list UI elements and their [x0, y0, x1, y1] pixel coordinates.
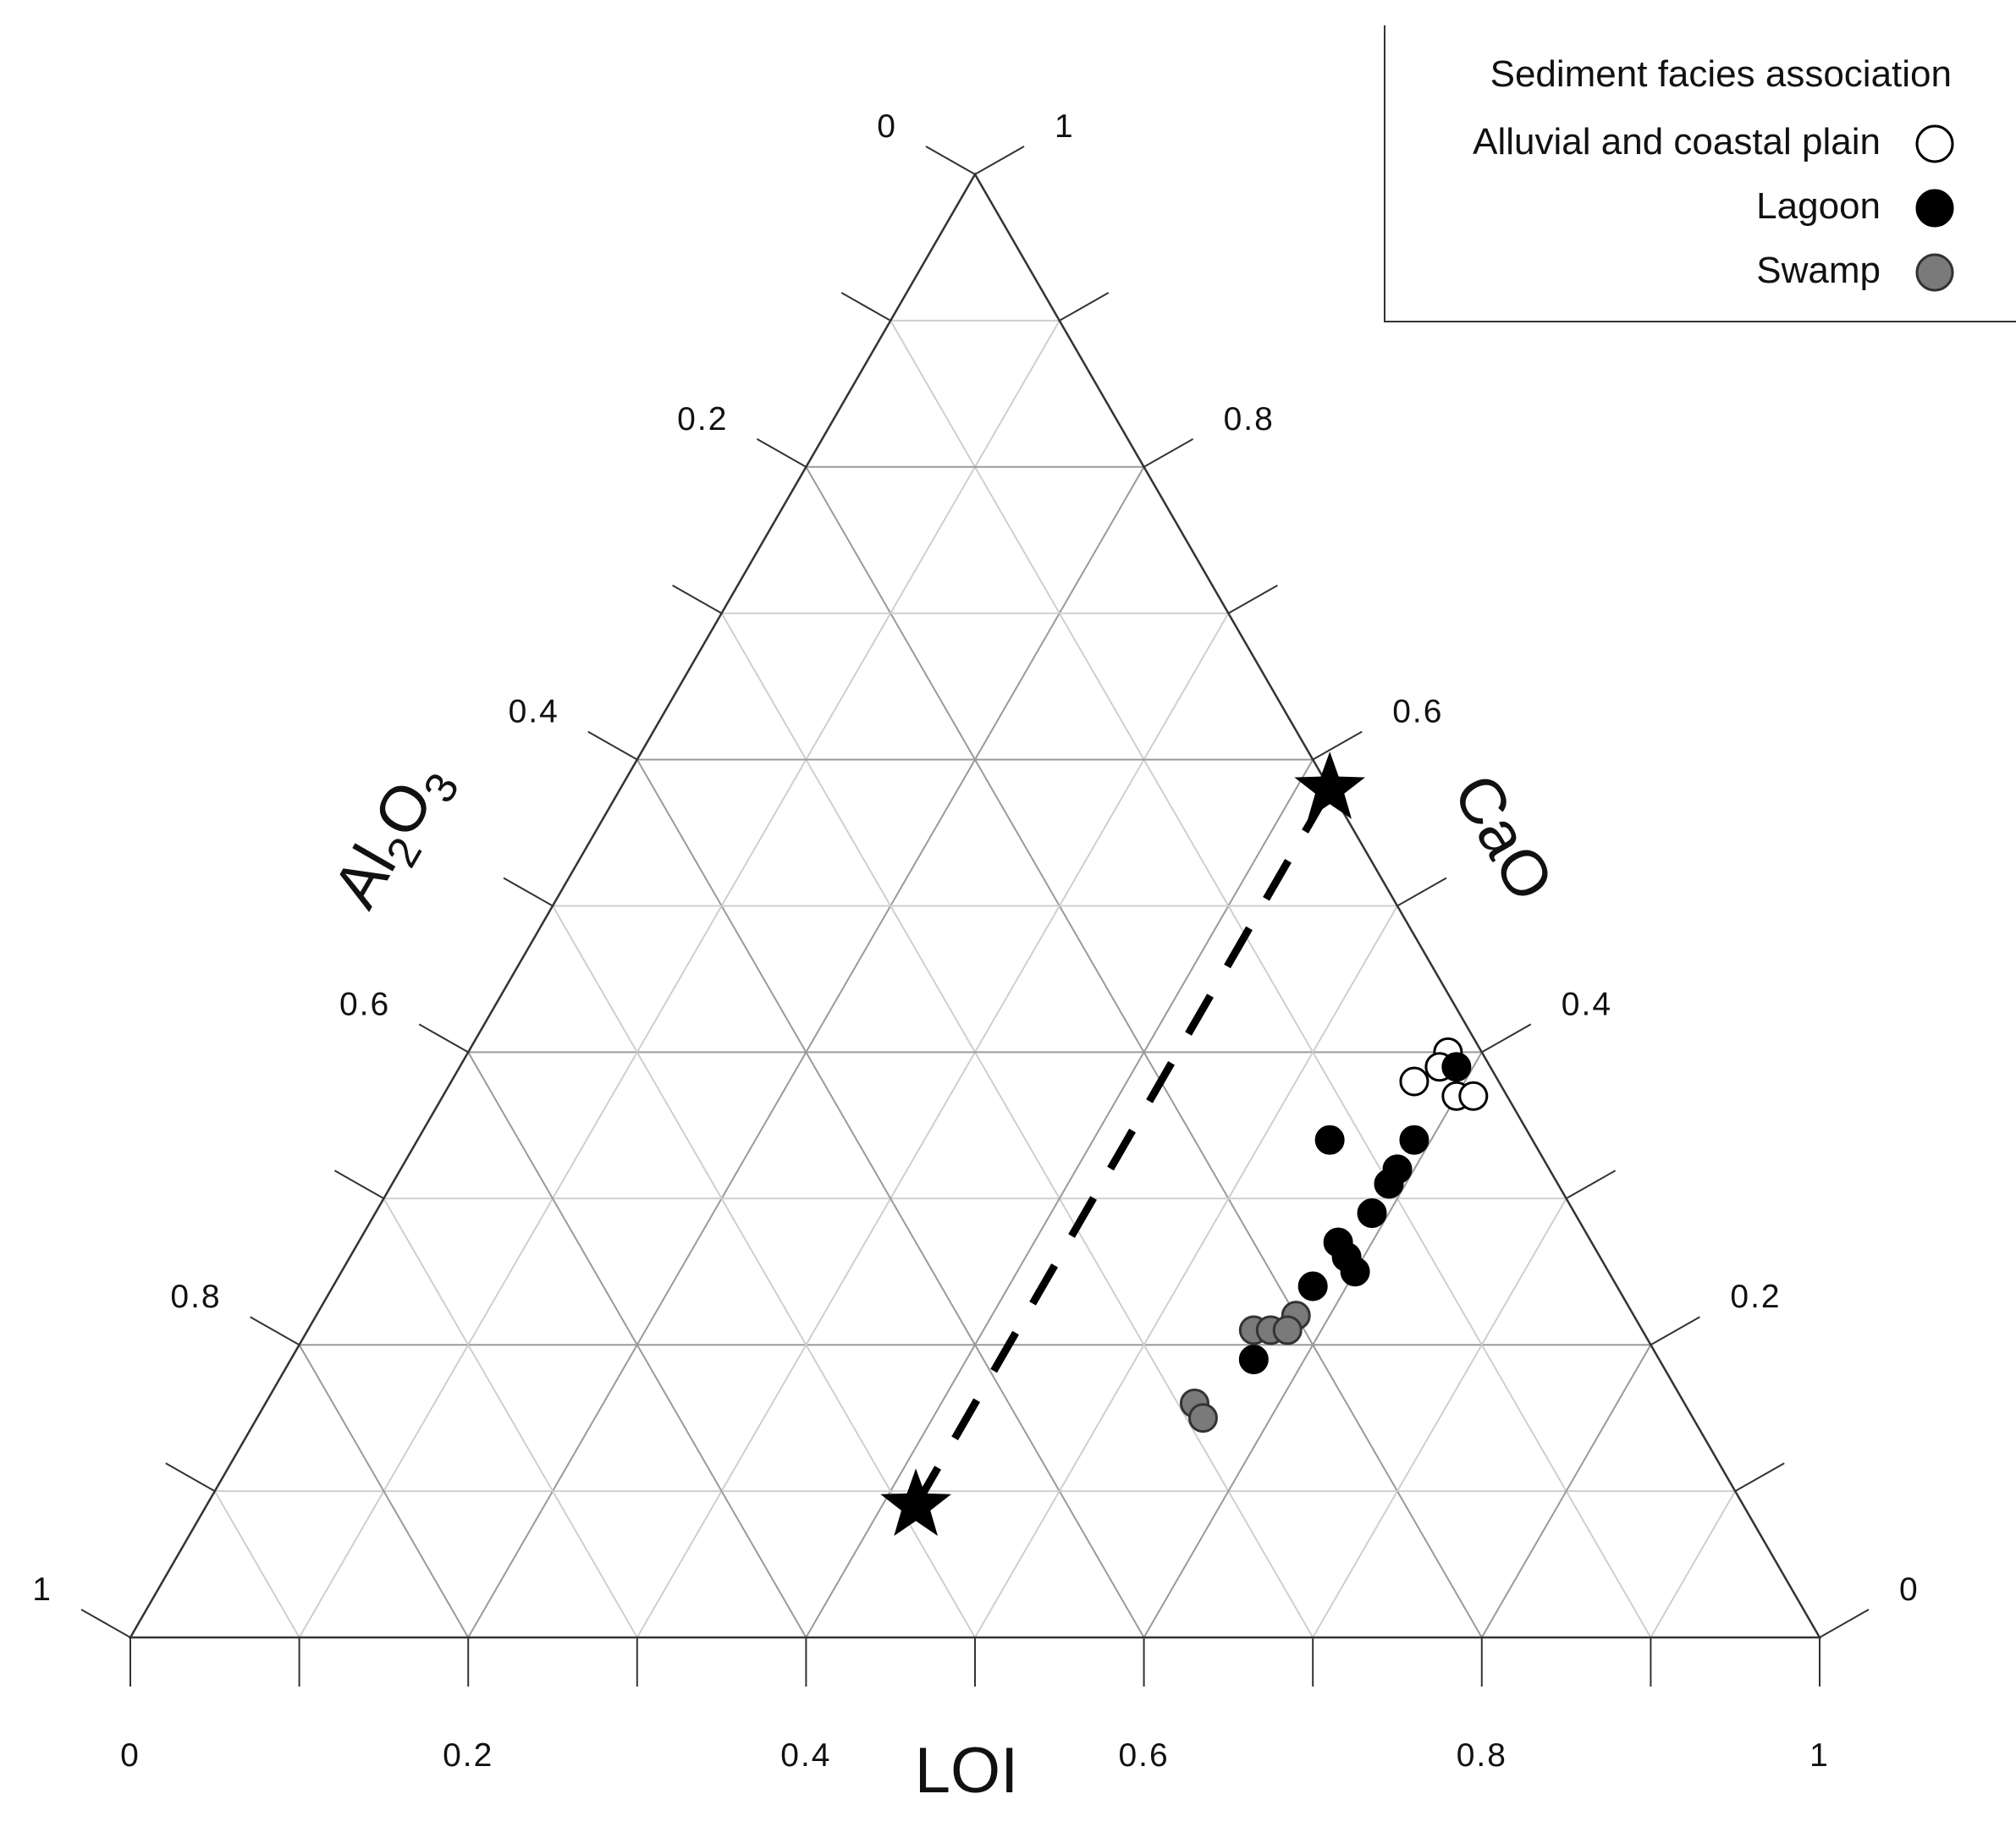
legend-label-alluvial: Alluvial and coastal plain	[1473, 121, 1881, 162]
tick-label-left: 0	[877, 108, 897, 145]
grid-line-loi	[974, 905, 1398, 1638]
legend: Sediment facies association Alluvial and…	[1384, 25, 2016, 322]
tick-mark-right	[1059, 292, 1110, 322]
tick-label-bottom: 0.4	[780, 1737, 831, 1774]
grid-line-al2o3	[720, 613, 1314, 1638]
tick-mark-left	[756, 437, 807, 468]
endmember-star-icon	[880, 1468, 951, 1536]
tick-label-right: 1	[1055, 108, 1075, 145]
tick-mark-right	[1734, 1462, 1785, 1492]
tick-label-right: 0.6	[1392, 694, 1443, 730]
grid-line-loi	[1650, 1490, 1737, 1638]
data-point-lagoon	[1374, 1169, 1404, 1199]
tick-label-bottom: 1	[1809, 1737, 1830, 1774]
tick-mark-left	[587, 730, 638, 761]
mixing-line	[912, 786, 1334, 1508]
grid-line-al2o3	[383, 1197, 638, 1638]
data-point-lagoon	[1441, 1052, 1472, 1082]
tick-label-bottom: 0	[120, 1737, 140, 1774]
grid-line-al2o3	[298, 1344, 470, 1638]
tick-mark-right	[1566, 1169, 1617, 1200]
tick-label-right: 0	[1899, 1571, 1920, 1608]
grid-line-al2o3	[467, 1051, 807, 1638]
tick-mark-left	[503, 877, 554, 907]
data-point-swamp	[1272, 1315, 1303, 1345]
tick-label-left: 0.6	[339, 986, 390, 1022]
tick-label-left: 0.8	[170, 1279, 221, 1315]
tick-label-left: 0.2	[677, 401, 728, 437]
legend-title: Sediment facies association	[1490, 53, 1952, 95]
tick-label-right: 0.2	[1730, 1279, 1781, 1315]
axis-ticks: 0 1 0 0.2 0.8 0.2 0.4 0.6 0.4 0.6 0.4 0.6 0.8 0.2 0.8 1…	[32, 108, 1920, 1774]
tick-label-right: 0.4	[1562, 986, 1612, 1022]
grid-line-loi	[1143, 1051, 1483, 1638]
tick-mark-right	[1650, 1316, 1700, 1346]
tick-mark-right	[1481, 1023, 1532, 1054]
tick-label-bottom: 0.2	[443, 1737, 493, 1774]
legend-marker-open-circle	[1915, 124, 1954, 163]
tick-label-bottom: 0.6	[1118, 1737, 1169, 1774]
data-point-alluvial	[1458, 1081, 1489, 1111]
tick-mark-left	[250, 1316, 300, 1346]
data-point-swamp	[1187, 1403, 1218, 1434]
grid-line-loi	[1480, 1344, 1652, 1638]
tick-label-left: 1	[32, 1571, 52, 1608]
tick-mark-right	[1312, 730, 1363, 761]
data-point-lagoon	[1314, 1125, 1345, 1155]
tick-mark-left	[418, 1023, 469, 1054]
data-points	[1179, 1037, 1489, 1434]
grid-line-loi	[636, 613, 1230, 1638]
grid-lines	[213, 319, 1737, 1638]
tick-mark-right	[1819, 1609, 1870, 1638]
grid-line-al2o3	[552, 905, 976, 1638]
tick-label-right: 0.8	[1224, 401, 1275, 437]
tick-mark-right	[1143, 437, 1194, 468]
data-point-alluvial	[1399, 1066, 1429, 1097]
legend-marker-filled-circle	[1915, 189, 1954, 228]
data-point-lagoon	[1340, 1257, 1370, 1287]
tick-mark-left	[80, 1609, 131, 1638]
tick-label-left: 0.4	[509, 694, 559, 730]
tick-mark-right	[1396, 877, 1447, 907]
legend-frame	[1384, 25, 2016, 322]
mixing-line-layer	[880, 751, 1365, 1536]
grid-line-loi	[298, 320, 1060, 1638]
tick-label-bottom: 0.8	[1457, 1737, 1507, 1774]
tick-mark-left	[840, 292, 891, 322]
bottom-axis-title: LOI	[915, 1735, 1019, 1807]
tick-mark-right	[1227, 584, 1278, 614]
data-point-lagoon	[1399, 1125, 1429, 1155]
tick-mark-left	[672, 584, 723, 614]
data-point-lagoon	[1357, 1198, 1387, 1229]
data-point-lagoon	[1297, 1271, 1328, 1301]
left-axis-title: Al2O3	[319, 748, 469, 925]
right-axis-title: CaO	[1439, 762, 1567, 913]
data-point-lagoon	[1238, 1344, 1269, 1374]
endmember-star-icon	[1294, 751, 1365, 819]
grid-line-al2o3	[213, 1490, 300, 1638]
tick-mark-left	[333, 1169, 384, 1200]
tick-mark-left	[165, 1462, 216, 1492]
tick-mark-right	[974, 146, 1025, 175]
grid-line-al2o3	[890, 320, 1652, 1638]
legend-marker-grey-circle	[1915, 253, 1954, 292]
legend-label-lagoon: Lagoon	[1756, 185, 1881, 227]
legend-label-swamp: Swamp	[1756, 250, 1881, 291]
tick-mark-left	[925, 146, 976, 175]
grid-line-loi	[1312, 1197, 1567, 1638]
